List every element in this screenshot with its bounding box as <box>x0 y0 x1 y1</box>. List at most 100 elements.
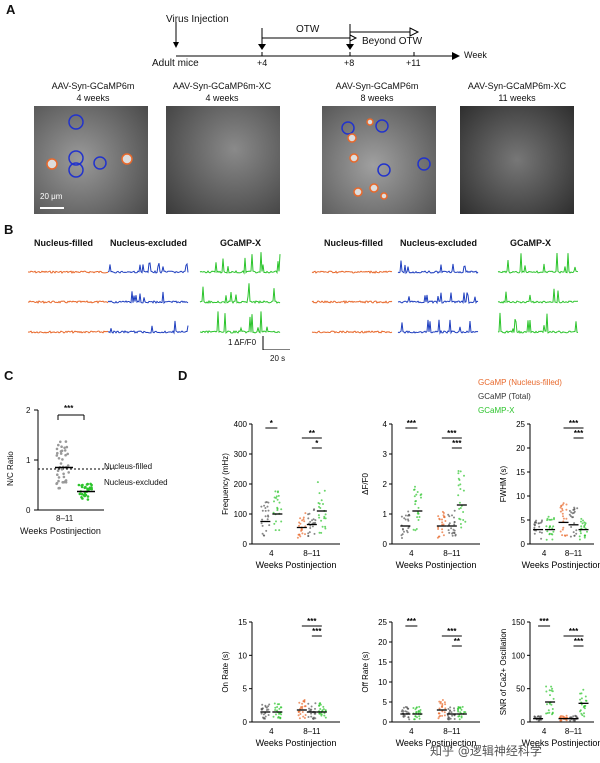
d-dot <box>302 518 305 521</box>
d-dot <box>461 705 464 708</box>
d-dot <box>575 529 578 532</box>
d-dot <box>298 717 301 720</box>
d-dot <box>437 528 440 530</box>
d-dot <box>545 685 548 688</box>
d-dot <box>540 531 543 534</box>
d-ytick-label: 100 <box>512 651 526 660</box>
d-dot <box>309 520 312 523</box>
d-dot <box>406 531 409 534</box>
c-dot-filled <box>63 449 67 452</box>
d-dot <box>307 702 310 705</box>
d-dot <box>533 532 536 535</box>
otw-label: OTW <box>296 24 320 35</box>
d-dot <box>444 707 447 710</box>
d-dot <box>449 717 452 720</box>
c-dot-filled <box>59 440 62 444</box>
trace-3-1 <box>311 300 393 305</box>
d-dot <box>313 532 316 535</box>
d-dot <box>265 529 268 532</box>
d-dot <box>303 520 306 523</box>
d-dot <box>402 715 405 718</box>
d-dot <box>441 714 444 717</box>
d-ytick-label: 0 <box>383 718 388 727</box>
c-dot-filled <box>62 475 66 479</box>
d-dot <box>304 512 307 515</box>
d-dot <box>407 518 409 521</box>
legend-filled: GCaMP (Nucleus-filled) <box>478 378 562 387</box>
d-dot <box>417 511 419 514</box>
d-xlabel: Weeks Postinjection <box>256 738 337 748</box>
d-dot <box>559 510 562 513</box>
d-dot <box>314 712 317 715</box>
d-dot <box>453 718 456 720</box>
trace-2-0 <box>199 252 281 275</box>
d-sig-label: *** <box>539 617 549 626</box>
d-dot <box>407 716 410 719</box>
d-dot <box>313 508 316 511</box>
d-ytick-label: 25 <box>516 420 525 429</box>
d-ylabel: Frequency (mHz) <box>221 453 230 515</box>
d-dot <box>416 491 419 493</box>
d-dot <box>300 529 303 532</box>
d-dot <box>562 502 565 505</box>
d-dot <box>441 703 444 705</box>
d-dot <box>459 523 462 525</box>
d-dot <box>457 494 460 497</box>
d-dot <box>562 515 564 518</box>
d-dot <box>437 717 440 720</box>
d-sig-label: ** <box>309 429 316 438</box>
d-dot <box>324 716 327 719</box>
c-xlabel: Weeks Postinjection <box>20 526 101 536</box>
d-dot <box>298 533 301 536</box>
d-dot <box>308 707 310 710</box>
d-dot <box>408 513 411 516</box>
d-dot <box>311 519 313 522</box>
d-dot <box>267 705 270 708</box>
d-dot <box>298 524 300 527</box>
d-dot <box>453 521 456 523</box>
c-dot-excluded <box>77 483 81 487</box>
d-dot <box>276 706 279 708</box>
tick-8: +8 <box>344 58 355 68</box>
d-dot <box>319 702 322 705</box>
d-ylabel: SNR of Ca2+ Oscillation <box>499 629 508 715</box>
d-dot <box>279 706 282 709</box>
d-dot <box>324 709 327 712</box>
trace-4-0 <box>397 260 479 275</box>
d-dot <box>420 496 422 499</box>
d-dot <box>301 519 304 522</box>
image-3-header: AAV-Syn-GCaMP6m 8 weeks <box>335 81 419 103</box>
d-dot <box>548 532 551 535</box>
d-dot <box>562 526 565 529</box>
d-dot <box>460 708 463 711</box>
d-dot <box>580 703 583 706</box>
d-dot <box>453 707 455 710</box>
d-chart-0: 0 100 200 300 400 Frequency (mHz) 4 8–11 Weeks P… <box>221 419 340 570</box>
d-dot <box>260 505 263 508</box>
d-dot <box>407 510 410 513</box>
d-dot <box>296 536 299 539</box>
d-dot <box>301 702 304 705</box>
d-dot <box>447 716 450 719</box>
d-dot <box>419 494 422 497</box>
nc-ratio-chart <box>34 409 115 511</box>
d-dot <box>321 525 324 528</box>
trace-header-gcampx-2: GCaMP-X <box>510 238 552 248</box>
d-dot <box>437 712 440 715</box>
d-dot <box>441 706 444 708</box>
d-dot <box>311 525 314 528</box>
d-dot <box>416 716 418 719</box>
microscopy-image-4 <box>460 106 574 214</box>
d-dot <box>579 698 582 701</box>
d-dot <box>320 714 323 717</box>
microscopy-image-1: 20 μm <box>34 106 148 214</box>
d-dot <box>581 522 584 525</box>
c-dot-filled <box>57 443 60 447</box>
d-dot <box>319 703 322 706</box>
trace-1-2 <box>107 320 189 335</box>
d-dot <box>278 501 281 504</box>
d-dot <box>404 518 407 521</box>
d-dot <box>297 714 300 717</box>
d-dot <box>582 519 584 522</box>
d-dot <box>277 494 280 497</box>
